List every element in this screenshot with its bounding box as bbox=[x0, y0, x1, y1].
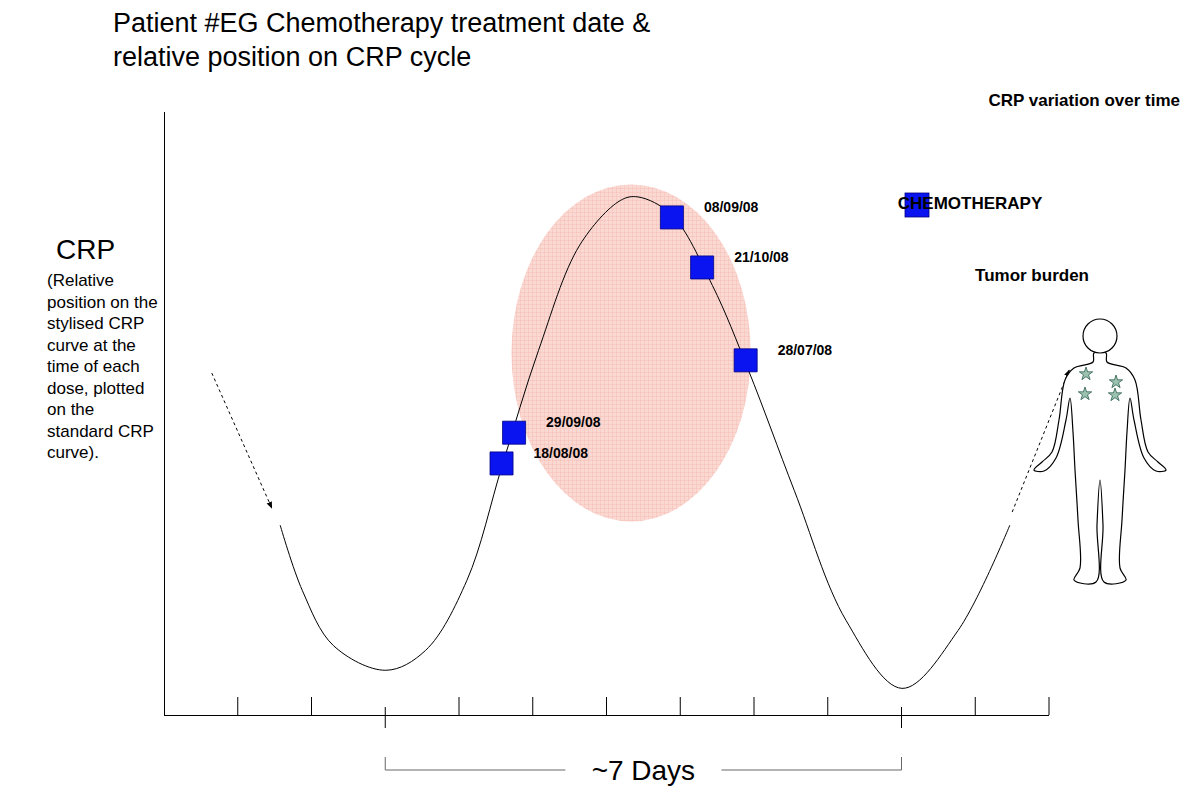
html-text:relative position on CRP cycle: relative position on CRP cycle bbox=[113, 42, 472, 72]
svg-text:29/09/08: 29/09/08 bbox=[546, 414, 601, 430]
svg-text:CHEMOTHERAPY: CHEMOTHERAPY bbox=[898, 194, 1043, 213]
svg-text:~7 Days: ~7 Days bbox=[592, 755, 696, 786]
html-text:Patient #EG Chemotherapy treat: Patient #EG Chemotherapy treatment date … bbox=[113, 8, 651, 38]
svg-text:18/08/08: 18/08/08 bbox=[534, 445, 589, 461]
html-text:(Relative position on the styl: (Relative position on the stylised CRP c… bbox=[47, 271, 158, 462]
svg-text:28/07/08: 28/07/08 bbox=[778, 342, 833, 358]
svg-text:CRP variation over time: CRP variation over time bbox=[989, 91, 1180, 110]
svg-text:08/09/08: 08/09/08 bbox=[704, 199, 759, 215]
html-text:CRP: CRP bbox=[56, 234, 116, 265]
svg-text:21/10/08: 21/10/08 bbox=[734, 249, 789, 265]
svg-text:Tumor burden: Tumor burden bbox=[975, 266, 1089, 285]
